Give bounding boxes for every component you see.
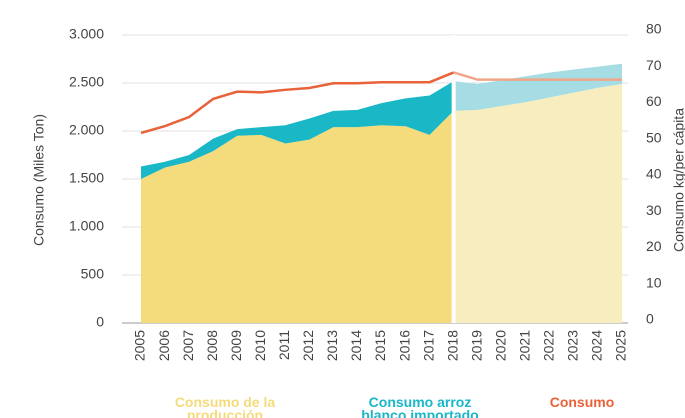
x-tick-label: 2008 (204, 330, 220, 361)
line (140, 71, 455, 135)
x-tick-label: 2018 (444, 330, 460, 361)
x-tick-label: 2022 (541, 330, 557, 361)
y2-axis-label: Consumo kg/per cápita (671, 108, 685, 252)
x-tick-label: 2006 (156, 330, 172, 361)
x-tick-label: 2009 (228, 330, 244, 361)
y2-tick-label: 60 (646, 93, 662, 109)
y2-tick-label: 80 (646, 21, 662, 37)
x-tick-label: 2005 (132, 330, 148, 361)
x-tick-label: 2024 (589, 330, 605, 361)
x-tick-label: 2016 (396, 330, 412, 361)
x-tick-label: 2010 (252, 330, 268, 361)
y-axis-label: Consumo (Miles Ton) (31, 114, 47, 246)
legend-label: Consumo (549, 396, 615, 410)
y2-tick-label: 30 (646, 202, 662, 218)
x-tick-label: 2015 (372, 330, 388, 361)
legend-label: Consumo arroz blanco importado (361, 396, 479, 418)
legend-entry: Consumo (549, 396, 615, 410)
y2-tick-label: 50 (646, 129, 662, 145)
legend-label: Consumo de la producción nacional (174, 396, 276, 418)
y2-tick-label: 10 (646, 274, 662, 290)
x-tick-label: 2020 (492, 330, 508, 361)
y-tick-label: 500 (81, 266, 105, 282)
area (141, 81, 454, 179)
x-tick-label: 2025 (613, 330, 629, 361)
x-tick-label: 2019 (468, 330, 484, 361)
x-tick-label: 2021 (517, 330, 533, 361)
x-tick-label: 2017 (420, 330, 436, 361)
line (453, 71, 622, 81)
x-tick-label: 2023 (565, 330, 581, 361)
y2-tick-label: 20 (646, 238, 662, 254)
legend-entry: Consumo de la producción nacional (174, 396, 276, 418)
y-tick-label: 2.500 (69, 74, 104, 90)
x-tick-label: 2013 (324, 330, 340, 361)
area (453, 63, 622, 111)
y-tick-label: 1.000 (69, 218, 104, 234)
x-tick-label: 2014 (348, 330, 364, 361)
y-tick-label: 2.000 (69, 122, 104, 138)
x-tick-label: 2012 (300, 330, 316, 361)
y2-tick-label: 70 (646, 57, 662, 73)
y2-tick-label: 40 (646, 166, 662, 182)
area (453, 83, 622, 324)
y-tick-label: 1.500 (69, 170, 104, 186)
legend-entry: Consumo arroz blanco importado (361, 396, 479, 418)
area (141, 110, 454, 323)
x-tick-label: 2011 (276, 330, 292, 360)
x-tick-label: 2007 (180, 330, 196, 361)
y-tick-label: 3.000 (69, 26, 104, 42)
y-tick-label: 0 (96, 314, 104, 330)
y2-tick-label: 0 (646, 311, 654, 327)
